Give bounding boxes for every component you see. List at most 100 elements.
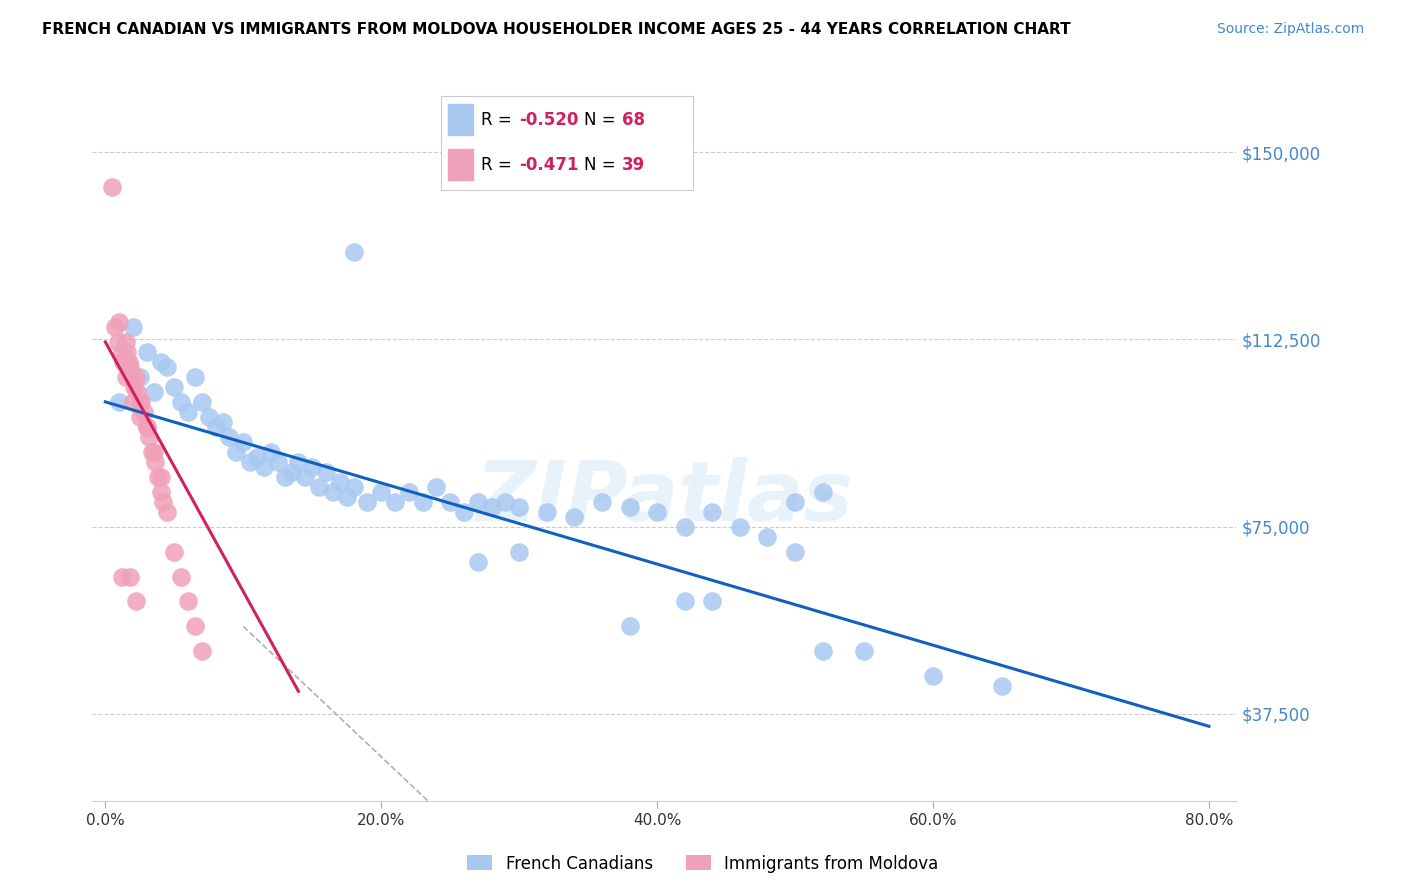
Point xyxy=(398,484,420,499)
Point xyxy=(218,430,240,444)
Point xyxy=(135,345,157,359)
Point xyxy=(135,419,157,434)
Point xyxy=(128,395,150,409)
Point xyxy=(128,409,150,424)
Point xyxy=(991,679,1014,693)
Point xyxy=(508,544,530,558)
Point xyxy=(135,419,157,434)
Point xyxy=(322,484,344,499)
Point xyxy=(128,370,150,384)
Point xyxy=(356,494,378,508)
Point xyxy=(246,450,269,464)
Point xyxy=(122,320,145,334)
Point xyxy=(107,334,129,349)
Point xyxy=(125,370,148,384)
Point xyxy=(239,455,262,469)
Point xyxy=(225,444,247,458)
Point xyxy=(146,469,169,483)
Point xyxy=(108,395,131,409)
Point xyxy=(294,469,316,483)
Point xyxy=(412,494,434,508)
Point xyxy=(156,505,179,519)
Point xyxy=(117,345,139,359)
Point xyxy=(673,519,696,533)
Point xyxy=(439,494,461,508)
Point xyxy=(536,505,558,519)
Point xyxy=(132,405,155,419)
Point xyxy=(149,484,172,499)
Point xyxy=(142,444,165,458)
Point xyxy=(125,384,148,399)
Point xyxy=(922,669,945,683)
Point xyxy=(152,494,174,508)
Point xyxy=(425,480,447,494)
Point xyxy=(120,569,142,583)
Point xyxy=(329,475,352,489)
Point xyxy=(783,494,806,508)
Point xyxy=(267,455,290,469)
Point xyxy=(308,480,330,494)
Point xyxy=(170,569,193,583)
Point xyxy=(111,569,134,583)
Point xyxy=(343,480,366,494)
Point xyxy=(467,555,489,569)
Point xyxy=(343,245,366,260)
Point xyxy=(177,405,200,419)
Point xyxy=(811,484,834,499)
Point xyxy=(783,544,806,558)
Point xyxy=(143,455,166,469)
Point xyxy=(728,519,751,533)
Point xyxy=(253,459,276,474)
Point xyxy=(129,395,152,409)
Point xyxy=(467,494,489,508)
Point xyxy=(370,484,392,499)
Point xyxy=(138,430,160,444)
Point xyxy=(287,455,309,469)
Point xyxy=(619,500,641,514)
Point xyxy=(115,334,138,349)
Point xyxy=(494,494,516,508)
Text: Source: ZipAtlas.com: Source: ZipAtlas.com xyxy=(1216,22,1364,37)
Point xyxy=(108,315,131,329)
Point xyxy=(315,465,337,479)
Point xyxy=(184,370,207,384)
Point xyxy=(811,644,834,658)
Point xyxy=(122,395,145,409)
Point xyxy=(122,370,145,384)
Point xyxy=(149,469,172,483)
Legend: French Canadians, Immigrants from Moldova: French Canadians, Immigrants from Moldov… xyxy=(461,848,945,880)
Point xyxy=(702,594,724,608)
Point xyxy=(336,490,359,504)
Point xyxy=(645,505,668,519)
Point xyxy=(120,359,142,374)
Point xyxy=(756,530,779,544)
Point xyxy=(853,644,876,658)
Point xyxy=(562,509,585,524)
Point xyxy=(191,395,214,409)
Point xyxy=(111,345,134,359)
Point xyxy=(177,594,200,608)
Point xyxy=(101,180,124,194)
Point xyxy=(115,370,138,384)
Point xyxy=(260,444,283,458)
Point xyxy=(125,594,148,608)
Point xyxy=(702,505,724,519)
Point xyxy=(384,494,406,508)
Point xyxy=(211,415,233,429)
Point xyxy=(149,355,172,369)
Point xyxy=(619,619,641,633)
Point xyxy=(673,594,696,608)
Point xyxy=(508,500,530,514)
Point xyxy=(104,320,127,334)
Text: FRENCH CANADIAN VS IMMIGRANTS FROM MOLDOVA HOUSEHOLDER INCOME AGES 25 - 44 YEARS: FRENCH CANADIAN VS IMMIGRANTS FROM MOLDO… xyxy=(42,22,1071,37)
Point xyxy=(124,380,146,394)
Point xyxy=(163,544,186,558)
Point xyxy=(191,644,214,658)
Point xyxy=(156,359,179,374)
Point xyxy=(142,384,165,399)
Point xyxy=(273,469,295,483)
Point xyxy=(280,465,302,479)
Point xyxy=(301,459,323,474)
Point xyxy=(232,434,254,449)
Point xyxy=(141,444,163,458)
